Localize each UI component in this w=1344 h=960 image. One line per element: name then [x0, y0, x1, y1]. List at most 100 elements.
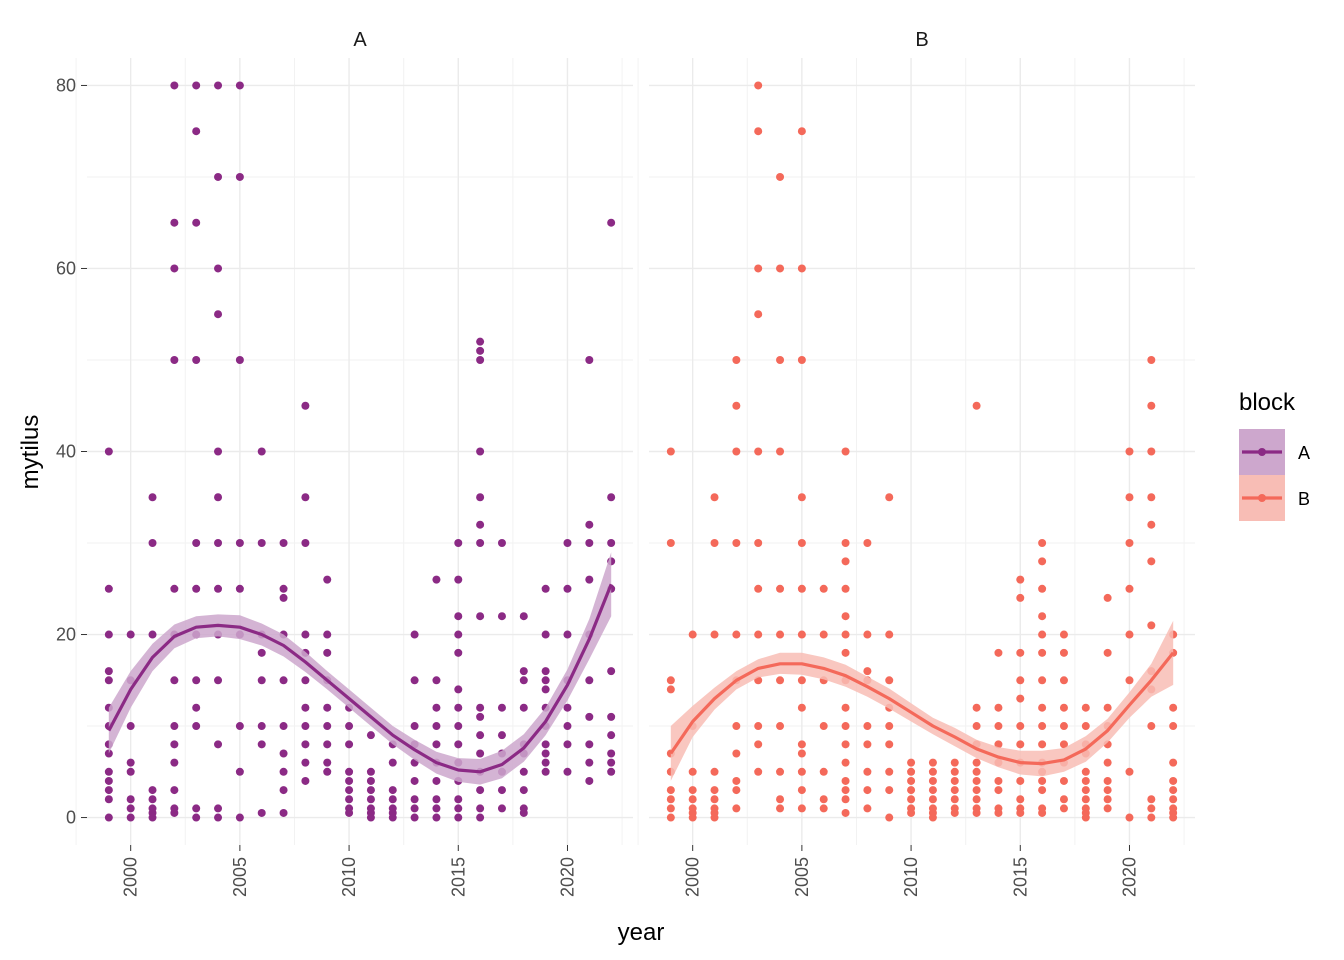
data-point — [345, 722, 354, 731]
data-point — [410, 804, 419, 813]
data-point — [497, 612, 506, 621]
data-point — [754, 127, 763, 136]
data-point — [797, 804, 806, 813]
data-point — [192, 539, 201, 548]
data-point — [1103, 703, 1112, 712]
data-point — [257, 539, 266, 548]
data-point — [841, 722, 850, 731]
data-point — [841, 539, 850, 548]
data-point — [666, 795, 675, 804]
data-point — [1016, 694, 1025, 703]
legend-key-b: B — [1239, 475, 1310, 521]
data-point — [863, 740, 872, 749]
data-point — [732, 786, 741, 795]
data-point — [214, 172, 223, 181]
data-point — [257, 740, 266, 749]
data-point — [732, 539, 741, 548]
data-point — [126, 767, 135, 776]
data-point — [257, 648, 266, 657]
points-b — [666, 81, 1178, 822]
data-point — [388, 795, 397, 804]
data-point — [885, 630, 894, 639]
data-point — [1169, 722, 1178, 731]
data-point — [432, 740, 441, 749]
data-point — [1081, 795, 1090, 804]
data-point — [323, 648, 332, 657]
data-point — [885, 767, 894, 776]
data-point — [170, 81, 179, 90]
data-point — [279, 676, 288, 685]
data-point — [1038, 539, 1047, 548]
data-point — [885, 786, 894, 795]
data-point — [454, 722, 463, 731]
data-point — [410, 813, 419, 822]
data-point — [214, 81, 223, 90]
y-tick-label: 20 — [56, 625, 76, 645]
data-point — [666, 539, 675, 548]
data-point — [1169, 776, 1178, 785]
data-point — [519, 612, 528, 621]
data-point — [454, 648, 463, 657]
data-point — [754, 767, 763, 776]
data-point — [410, 776, 419, 785]
data-point — [907, 808, 916, 817]
data-point — [885, 493, 894, 502]
data-point — [754, 584, 763, 593]
data-point — [688, 813, 697, 822]
data-point — [192, 584, 201, 593]
data-point — [279, 593, 288, 602]
data-point — [541, 667, 550, 676]
data-point — [235, 584, 244, 593]
data-point — [170, 740, 179, 749]
data-point — [863, 767, 872, 776]
data-point — [607, 712, 616, 721]
data-point — [841, 703, 850, 712]
data-point — [841, 584, 850, 593]
data-point — [192, 703, 201, 712]
data-point — [476, 703, 485, 712]
data-point — [1016, 795, 1025, 804]
data-point — [607, 731, 616, 740]
data-point — [688, 767, 697, 776]
data-point — [563, 740, 572, 749]
data-point — [863, 667, 872, 676]
data-point — [863, 804, 872, 813]
data-point — [454, 539, 463, 548]
data-point — [607, 218, 616, 227]
data-point — [235, 355, 244, 364]
data-point — [885, 722, 894, 731]
data-point — [841, 786, 850, 795]
data-point — [214, 584, 223, 593]
data-point — [432, 676, 441, 685]
data-point — [541, 676, 550, 685]
data-point — [797, 676, 806, 685]
data-point — [476, 346, 485, 355]
data-point — [563, 767, 572, 776]
data-point — [170, 584, 179, 593]
data-point — [235, 813, 244, 822]
data-point — [710, 813, 719, 822]
data-point — [323, 767, 332, 776]
data-point — [885, 740, 894, 749]
data-point — [126, 813, 135, 822]
data-point — [841, 557, 850, 566]
data-point — [1059, 804, 1068, 813]
data-point — [994, 808, 1003, 817]
data-point — [345, 808, 354, 817]
data-point — [585, 740, 594, 749]
data-point — [585, 776, 594, 785]
data-point — [388, 786, 397, 795]
data-point — [928, 767, 937, 776]
data-point — [497, 731, 506, 740]
data-point — [994, 648, 1003, 657]
data-point — [214, 447, 223, 456]
confidence-band-a — [108, 552, 612, 785]
data-point — [104, 767, 113, 776]
data-point — [126, 630, 135, 639]
data-point — [323, 575, 332, 584]
data-point — [841, 776, 850, 785]
data-point — [323, 722, 332, 731]
data-point — [1016, 722, 1025, 731]
data-point — [972, 786, 981, 795]
